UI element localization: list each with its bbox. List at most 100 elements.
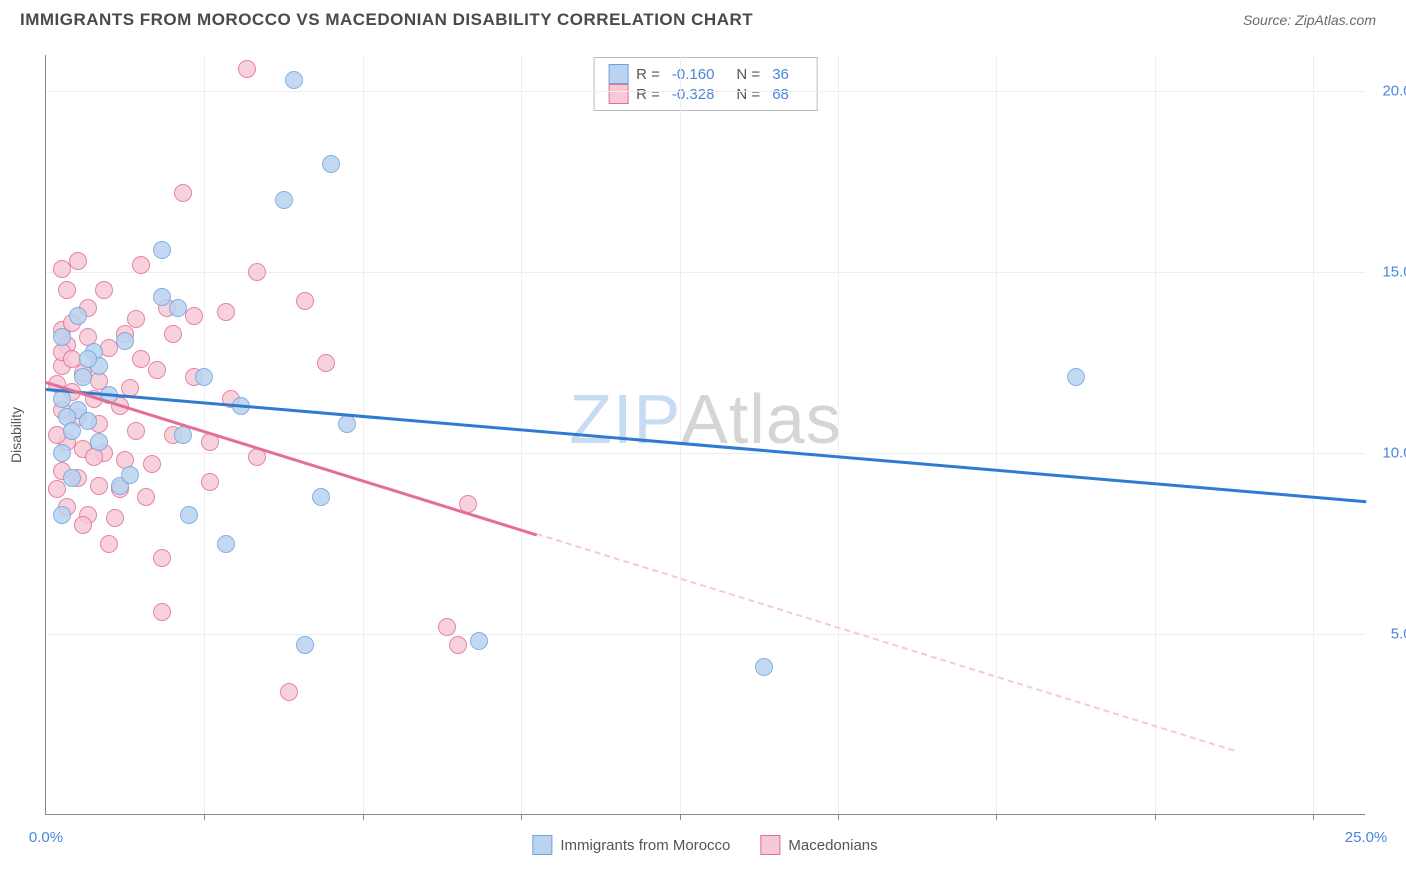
y-tick-label: 15.0% [1382, 264, 1406, 281]
data-point [285, 71, 303, 89]
legend-n-label: N = [736, 66, 760, 83]
data-point [174, 184, 192, 202]
legend-swatch [760, 835, 780, 855]
legend-label: Immigrants from Morocco [560, 837, 730, 854]
data-point [153, 603, 171, 621]
data-point [79, 350, 97, 368]
x-tick-label: 25.0% [1345, 829, 1388, 846]
legend-label: Macedonians [788, 837, 877, 854]
legend-r-value: -0.160 [672, 66, 715, 83]
data-point [164, 325, 182, 343]
watermark: ZIPAtlas [569, 379, 842, 459]
gridline-horizontal [46, 634, 1365, 635]
x-tick [996, 814, 997, 820]
data-point [69, 252, 87, 270]
scatter-chart: Disability ZIPAtlas R =-0.160N =36R =-0.… [45, 55, 1365, 815]
data-point [127, 422, 145, 440]
data-point [74, 368, 92, 386]
data-point [121, 466, 139, 484]
data-point [132, 350, 150, 368]
x-tick [204, 814, 205, 820]
data-point [53, 260, 71, 278]
gridline-horizontal [46, 91, 1365, 92]
x-tick [1313, 814, 1314, 820]
x-tick [1155, 814, 1156, 820]
data-point [1067, 368, 1085, 386]
y-axis-label: Disability [8, 406, 24, 462]
data-point [322, 155, 340, 173]
data-point [201, 473, 219, 491]
data-point [238, 60, 256, 78]
data-point [53, 506, 71, 524]
x-tick [838, 814, 839, 820]
data-point [153, 288, 171, 306]
y-tick-label: 5.0% [1391, 626, 1406, 643]
data-point [296, 292, 314, 310]
data-point [132, 256, 150, 274]
data-point [106, 509, 124, 527]
data-point [53, 444, 71, 462]
series-legend: Immigrants from Morocco Macedonians [532, 835, 877, 855]
data-point [275, 191, 293, 209]
data-point [69, 307, 87, 325]
source-attribution: Source: ZipAtlas.com [1243, 12, 1376, 28]
x-tick-label: 0.0% [29, 829, 63, 846]
data-point [153, 241, 171, 259]
legend-r-value: -0.328 [672, 86, 715, 103]
data-point [53, 390, 71, 408]
x-tick [521, 814, 522, 820]
gridline-vertical [363, 55, 364, 814]
gridline-horizontal [46, 272, 1365, 273]
data-point [296, 636, 314, 654]
trend-line [537, 533, 1235, 751]
data-point [174, 426, 192, 444]
data-point [317, 354, 335, 372]
legend-n-label: N = [736, 86, 760, 103]
gridline-vertical [1313, 55, 1314, 814]
y-tick-label: 10.0% [1382, 445, 1406, 462]
data-point [100, 535, 118, 553]
data-point [217, 535, 235, 553]
legend-row: R = -0.160 N = 36 [608, 64, 803, 84]
data-point [148, 361, 166, 379]
data-point [95, 281, 113, 299]
data-point [755, 658, 773, 676]
data-point [48, 480, 66, 498]
chart-title: IMMIGRANTS FROM MOROCCO VS MACEDONIAN DI… [20, 10, 753, 30]
data-point [438, 618, 456, 636]
data-point [153, 549, 171, 567]
data-point [53, 328, 71, 346]
x-tick [363, 814, 364, 820]
data-point [185, 307, 203, 325]
data-point [470, 632, 488, 650]
data-point [449, 636, 467, 654]
gridline-vertical [680, 55, 681, 814]
gridline-horizontal [46, 453, 1365, 454]
x-tick [680, 814, 681, 820]
data-point [248, 263, 266, 281]
gridline-vertical [838, 55, 839, 814]
data-point [116, 332, 134, 350]
legend-n-value: 36 [772, 66, 789, 83]
legend-r-label: R = [636, 66, 660, 83]
data-point [338, 415, 356, 433]
data-point [180, 506, 198, 524]
correlation-legend: R = -0.160 N = 36 R = -0.328 N = 68 [593, 57, 818, 111]
gridline-vertical [996, 55, 997, 814]
legend-r-label: R = [636, 86, 660, 103]
y-tick-label: 20.0% [1382, 83, 1406, 100]
data-point [58, 281, 76, 299]
data-point [137, 488, 155, 506]
data-point [169, 299, 187, 317]
legend-row: R = -0.328 N = 68 [608, 84, 803, 104]
legend-n-value: 68 [772, 86, 789, 103]
data-point [90, 477, 108, 495]
data-point [217, 303, 235, 321]
data-point [79, 412, 97, 430]
legend-item: Immigrants from Morocco [532, 835, 730, 855]
legend-item: Macedonians [760, 835, 877, 855]
data-point [195, 368, 213, 386]
data-point [63, 422, 81, 440]
data-point [74, 516, 92, 534]
legend-swatch [608, 84, 628, 104]
